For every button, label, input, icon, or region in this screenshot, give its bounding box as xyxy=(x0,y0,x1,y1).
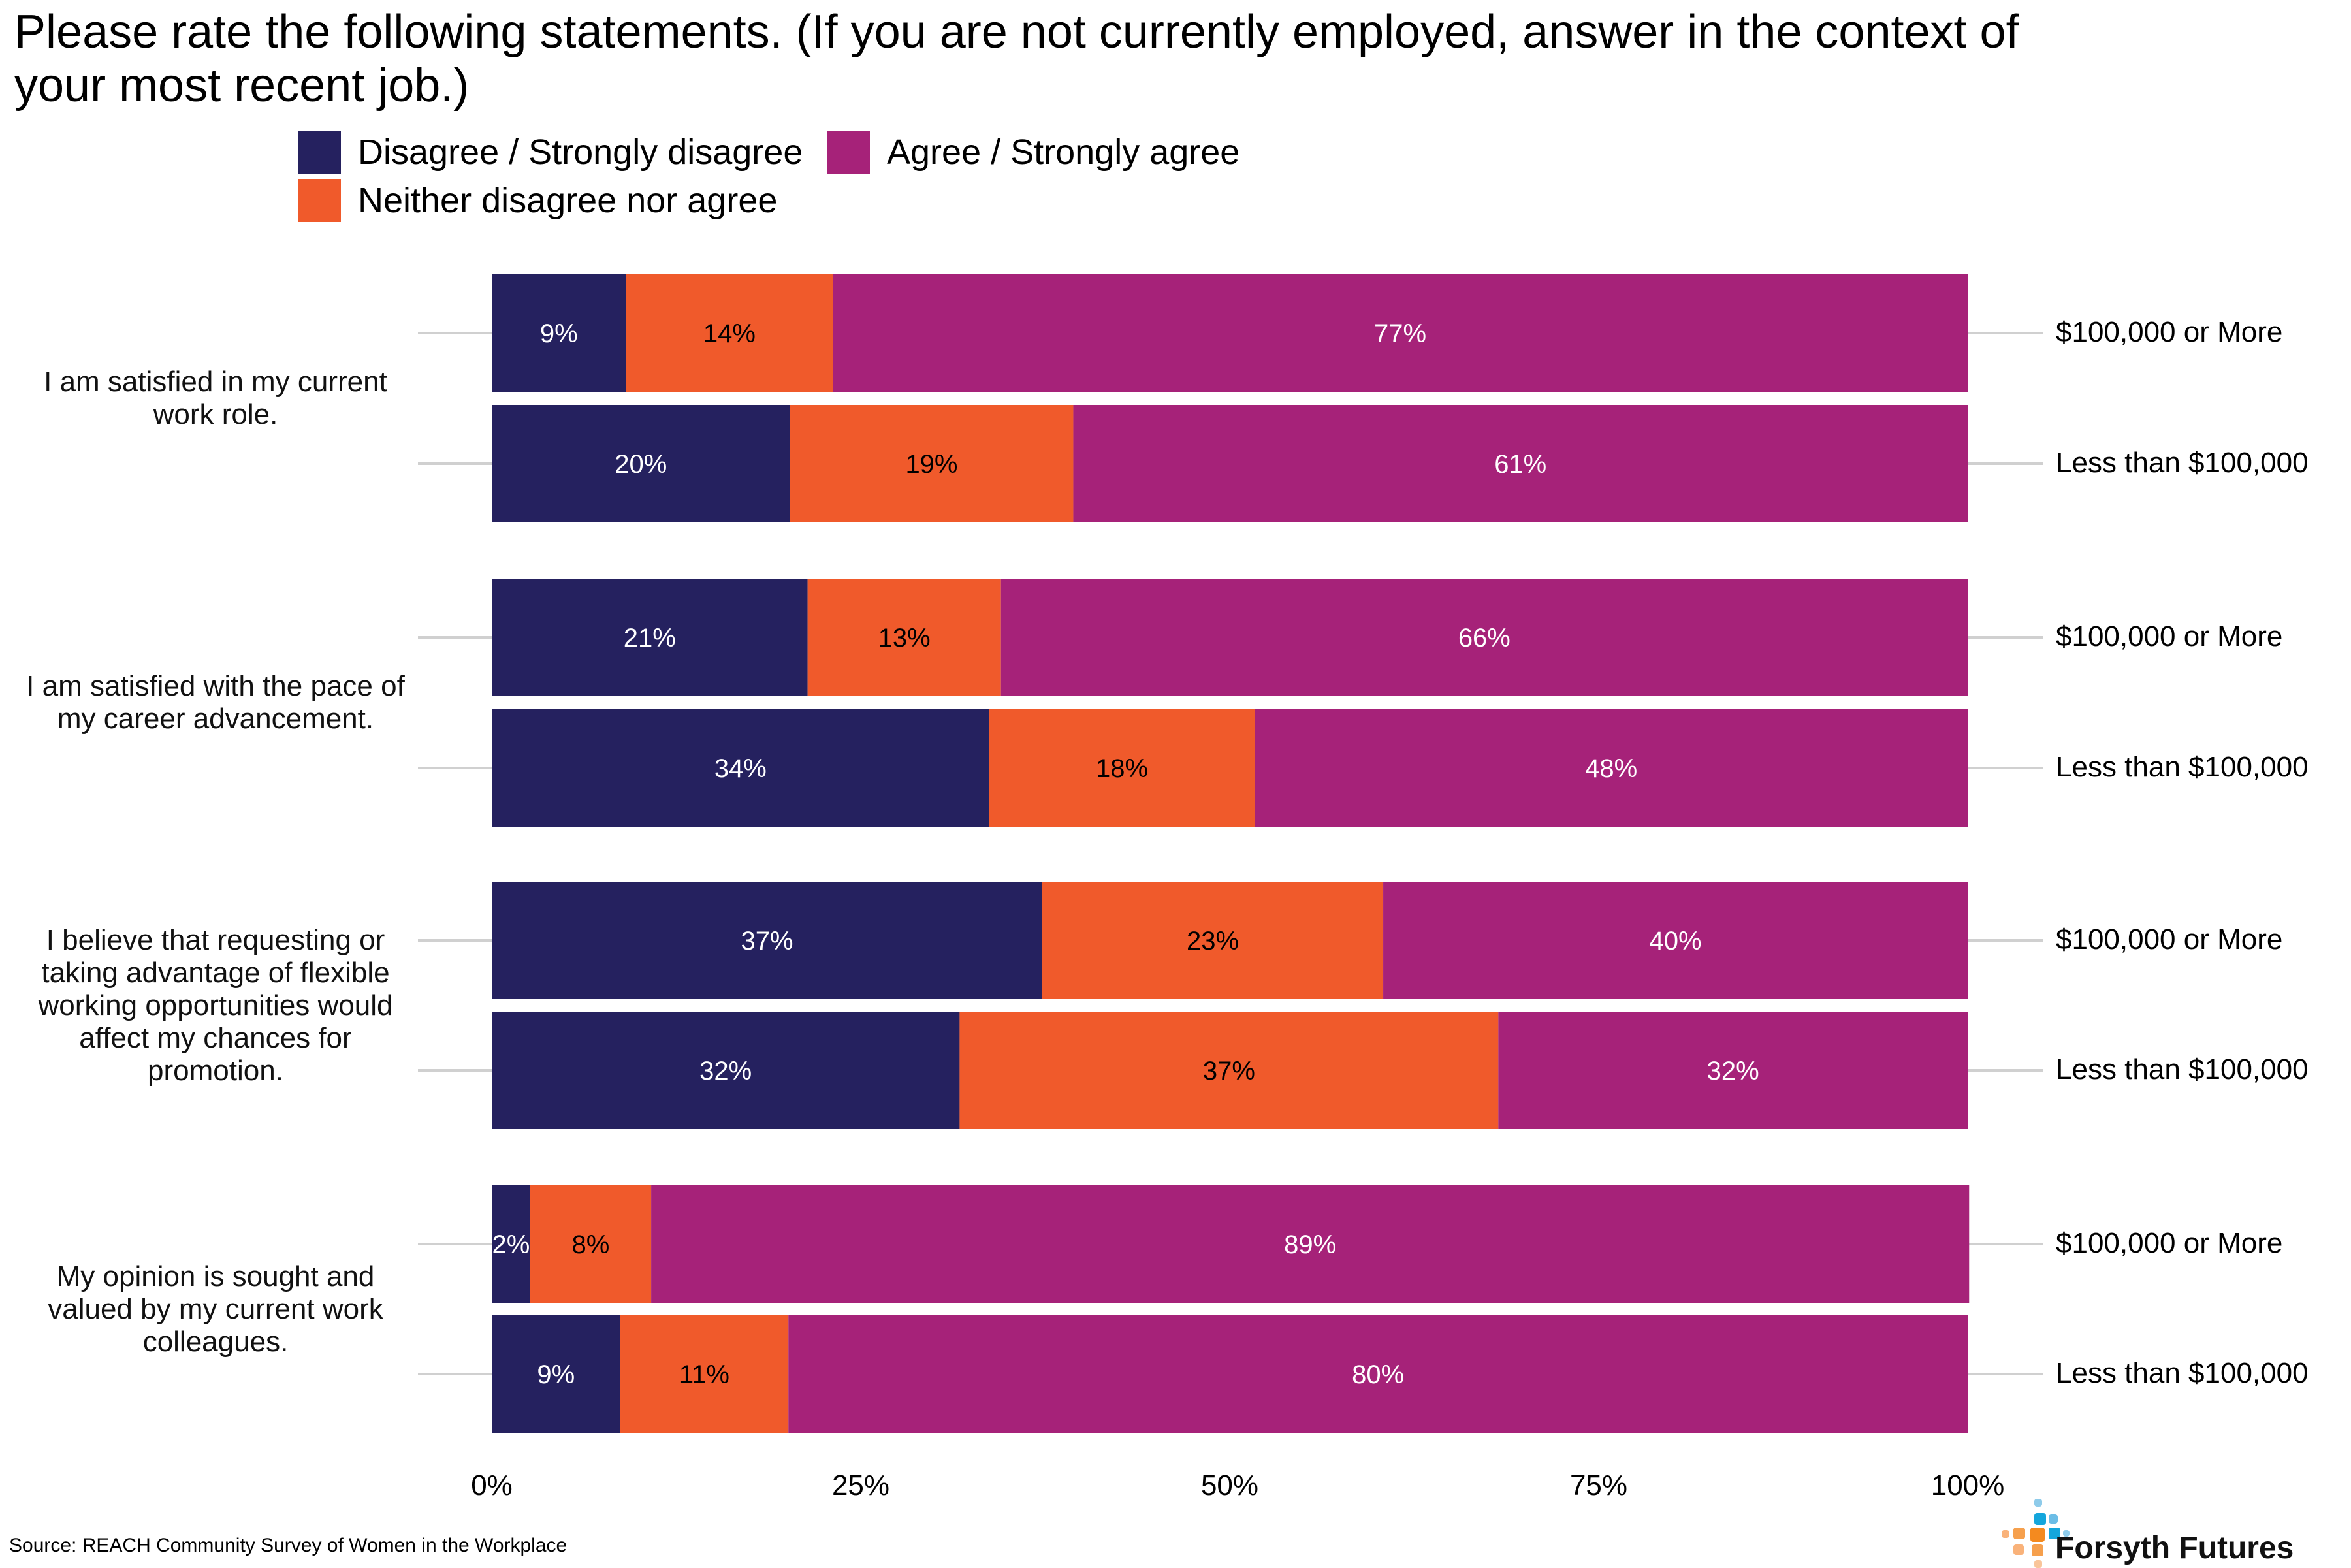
bar-label-neither: 14% xyxy=(703,319,756,348)
statement-label: My opinion is sought and valued by my cu… xyxy=(48,1260,383,1358)
bar-segment-neither xyxy=(807,579,1001,696)
bar-segment-agree xyxy=(1498,1012,1968,1129)
bar-segment-neither xyxy=(959,1012,1499,1129)
legend-item-agree: Agree / Strongly agree xyxy=(827,131,1239,174)
source-note: Source: REACH Community Survey of Women … xyxy=(9,1535,568,1556)
income-group-label: Less than $100,000 xyxy=(2056,1053,2309,1085)
legend-swatch-neither xyxy=(298,179,341,222)
statement-label: I believe that requesting or taking adva… xyxy=(38,923,393,1087)
bar-label-disagree: 21% xyxy=(624,624,676,652)
bar-label-neither: 13% xyxy=(878,624,931,652)
bar-label-neither: 23% xyxy=(1187,927,1239,955)
logo-text: Forsyth Futures xyxy=(2055,1531,2294,1565)
bar-label-disagree: 37% xyxy=(741,927,793,955)
bar-segment-agree xyxy=(833,274,1968,392)
x-tick-label: 0% xyxy=(471,1469,513,1501)
income-group-label: $100,000 or More xyxy=(2056,923,2283,955)
bar-label-neither: 37% xyxy=(1203,1057,1255,1085)
logo-dot xyxy=(2034,1513,2046,1525)
income-group-label: Less than $100,000 xyxy=(2056,447,2309,479)
bar-segment-neither xyxy=(620,1315,789,1433)
bar-label-disagree: 9% xyxy=(540,319,578,348)
bar-label-agree: 32% xyxy=(1707,1057,1759,1085)
income-group-label: $100,000 or More xyxy=(2056,316,2283,348)
bar-label-neither: 8% xyxy=(572,1230,610,1259)
legend-swatch-disagree xyxy=(298,131,341,174)
bar-segment-agree xyxy=(1383,882,1968,999)
logo-dot xyxy=(2013,1544,2024,1555)
x-tick-label: 50% xyxy=(1200,1469,1259,1501)
bar-segment-neither xyxy=(626,274,833,392)
bar-segment-disagree xyxy=(492,1185,530,1303)
bar-segment-disagree xyxy=(492,405,790,522)
logo-dot xyxy=(2030,1528,2045,1542)
logo-dot xyxy=(2013,1528,2025,1539)
logo-dot xyxy=(2034,1499,2042,1507)
bar-label-disagree: 9% xyxy=(537,1360,575,1389)
legend-label-disagree: Disagree / Strongly disagree xyxy=(358,133,803,172)
bar-label-agree: 89% xyxy=(1284,1230,1336,1259)
bar-segment-agree xyxy=(788,1315,1968,1433)
logo-dot xyxy=(2032,1544,2043,1556)
bar-segment-neither xyxy=(989,709,1255,827)
bar-label-agree: 61% xyxy=(1494,450,1546,479)
bar-label-agree: 40% xyxy=(1649,927,1701,955)
legend-label-neither: Neither disagree nor agree xyxy=(358,181,778,220)
bar-segment-agree xyxy=(1255,709,1968,827)
bar-segment-disagree xyxy=(492,882,1042,999)
income-group-label: Less than $100,000 xyxy=(2056,1357,2309,1389)
bar-segment-disagree xyxy=(492,1012,960,1129)
x-tick-label: 75% xyxy=(1569,1469,1628,1501)
income-group-label: Less than $100,000 xyxy=(2056,751,2309,783)
bar-label-neither: 19% xyxy=(905,450,957,479)
bar-segment-disagree xyxy=(492,709,989,827)
bar-label-disagree: 34% xyxy=(714,754,767,783)
statement-label: I am satisfied with the pace of my caree… xyxy=(26,670,405,735)
statement-label: I am satisfied in my current work role. xyxy=(44,366,387,430)
bar-label-neither: 18% xyxy=(1096,754,1148,783)
bar-label-agree: 80% xyxy=(1352,1360,1404,1389)
bar-segment-disagree xyxy=(492,579,808,696)
logo-dot xyxy=(2049,1514,2058,1524)
logo-dot xyxy=(2063,1530,2070,1537)
logo-dot xyxy=(2002,1530,2009,1538)
bar-segment-agree xyxy=(651,1185,1970,1303)
x-tick-label: 100% xyxy=(1930,1469,2005,1501)
income-group-label: $100,000 or More xyxy=(2056,1227,2283,1259)
bar-label-agree: 48% xyxy=(1585,754,1637,783)
chart-title: Please rate the following statements. (I… xyxy=(14,6,2019,112)
bar-segment-neither xyxy=(530,1185,652,1303)
bar-segment-disagree xyxy=(492,274,626,392)
logo-dot xyxy=(2049,1528,2060,1539)
bar-segment-neither xyxy=(1042,882,1384,999)
legend-item-neither: Neither disagree nor agree xyxy=(298,179,777,222)
bar-segment-disagree xyxy=(492,1315,620,1433)
logo-dot xyxy=(2034,1560,2042,1568)
bar-label-agree: 77% xyxy=(1374,319,1426,348)
bar-label-disagree: 20% xyxy=(615,450,667,479)
bar-label-neither: 11% xyxy=(679,1360,729,1389)
legend-label-agree: Agree / Strongly agree xyxy=(887,133,1240,172)
legend-swatch-agree xyxy=(827,131,870,174)
x-tick-label: 25% xyxy=(831,1469,890,1501)
forsyth-futures-logo: Forsyth Futures xyxy=(2002,1499,2295,1568)
bar-segment-neither xyxy=(790,405,1074,522)
income-group-label: $100,000 or More xyxy=(2056,620,2283,652)
bar-label-disagree: 32% xyxy=(699,1057,752,1085)
bar-label-agree: 66% xyxy=(1458,624,1511,652)
bar-label-disagree: 2% xyxy=(492,1230,530,1259)
bar-segment-agree xyxy=(1000,579,1968,696)
legend-item-disagree: Disagree / Strongly disagree xyxy=(298,131,803,174)
bar-segment-agree xyxy=(1073,405,1968,522)
